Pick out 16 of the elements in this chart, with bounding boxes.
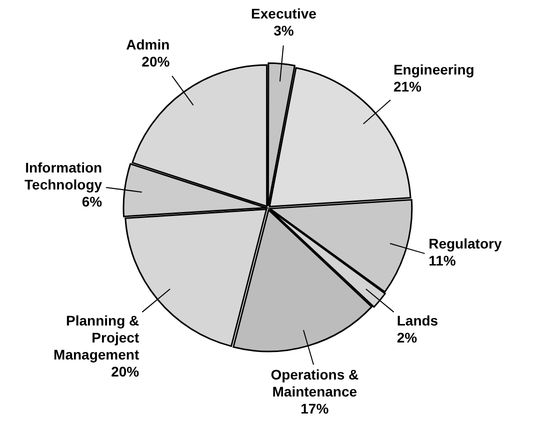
slice-label: Lands bbox=[396, 312, 438, 328]
data-label: 11% bbox=[428, 252, 456, 269]
slice-label: Admin bbox=[126, 36, 170, 53]
slice-label: Engineering bbox=[393, 61, 474, 78]
data-label: 17% bbox=[300, 400, 330, 416]
data-label: 3% bbox=[274, 22, 294, 38]
data-label: 20% bbox=[111, 363, 140, 380]
data-label: 21% bbox=[393, 78, 422, 94]
data-label: 2% bbox=[396, 329, 418, 346]
slice-label: Operations & Maintenance bbox=[270, 366, 359, 400]
slice-label: Planning & Project Management bbox=[54, 312, 140, 362]
slice-label: Executive bbox=[251, 5, 317, 22]
data-label: 6% bbox=[82, 193, 103, 210]
data-label: 20% bbox=[142, 54, 170, 70]
slice-label: Information Technology bbox=[24, 159, 102, 192]
slice-label: Regulatory bbox=[428, 236, 502, 252]
